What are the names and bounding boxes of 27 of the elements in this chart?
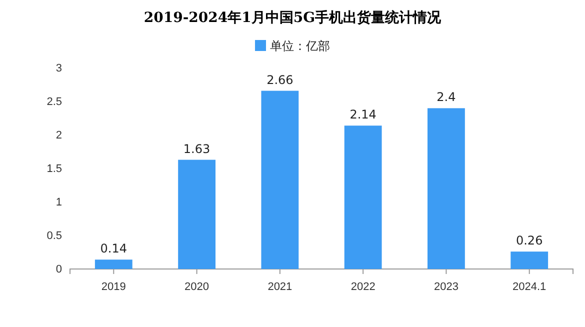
data-label: 2.4 bbox=[436, 90, 456, 104]
x-tick-label: 2020 bbox=[184, 280, 210, 293]
bar bbox=[428, 108, 465, 269]
y-tick-label: 3 bbox=[56, 62, 62, 75]
data-label: 2.14 bbox=[350, 108, 376, 122]
data-label: 0.14 bbox=[100, 242, 128, 256]
y-tick-label: 1 bbox=[56, 196, 62, 209]
y-tick-label: 2 bbox=[56, 130, 62, 142]
data-label: 0.26 bbox=[516, 234, 543, 248]
bar bbox=[178, 160, 216, 269]
y-tick-label: 2.5 bbox=[46, 96, 62, 108]
y-tick-label: 0.5 bbox=[46, 230, 62, 242]
x-tick-label: 2022 bbox=[350, 280, 376, 293]
data-label: 1.63 bbox=[183, 142, 210, 156]
y-tick-label: 0 bbox=[56, 264, 62, 276]
x-tick-label: 2019 bbox=[101, 280, 126, 293]
legend-label: 单位：亿部 bbox=[270, 39, 330, 53]
bar bbox=[261, 90, 299, 269]
y-tick-label: 1.5 bbox=[46, 163, 62, 176]
data-label: 2.66 bbox=[266, 72, 294, 87]
bar bbox=[510, 252, 548, 269]
bar bbox=[94, 260, 132, 269]
chart-title: 2019-2024年1月中国5G手机出货量统计情况 bbox=[144, 9, 442, 26]
x-tick-label: 2024.1 bbox=[512, 280, 546, 293]
x-tick-label: 2021 bbox=[268, 280, 292, 293]
bar bbox=[344, 126, 382, 269]
x-tick-label: 2023 bbox=[434, 280, 458, 293]
